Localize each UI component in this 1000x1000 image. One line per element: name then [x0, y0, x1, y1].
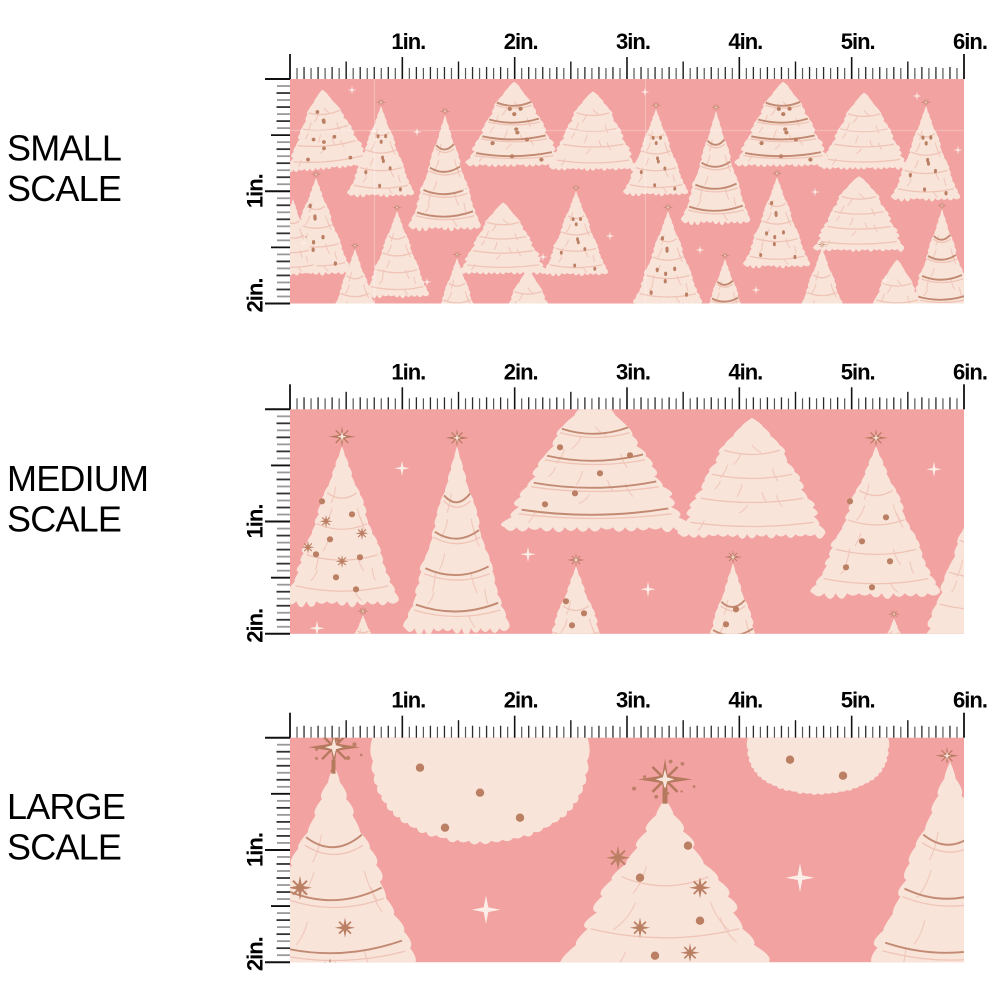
svg-text:6in.: 6in. [953, 29, 987, 54]
svg-text:5in.: 5in. [841, 688, 875, 713]
svg-text:3in.: 3in. [616, 29, 650, 54]
svg-text:LARGE: LARGE [7, 786, 125, 827]
svg-text:1in.: 1in. [391, 688, 425, 713]
svg-text:1in.: 1in. [391, 359, 425, 384]
svg-text:2in.: 2in. [243, 609, 268, 643]
svg-text:5in.: 5in. [841, 29, 875, 54]
svg-text:2in.: 2in. [504, 359, 538, 384]
svg-text:SCALE: SCALE [7, 827, 121, 868]
svg-text:2in.: 2in. [504, 688, 538, 713]
svg-text:1in.: 1in. [243, 833, 268, 867]
svg-text:MEDIUM: MEDIUM [7, 458, 148, 499]
svg-text:SMALL: SMALL [7, 128, 121, 169]
svg-text:5in.: 5in. [841, 359, 875, 384]
svg-text:2in.: 2in. [243, 279, 268, 313]
svg-text:SCALE: SCALE [7, 498, 121, 539]
svg-text:4in.: 4in. [728, 359, 762, 384]
svg-text:1in.: 1in. [243, 505, 268, 539]
svg-text:4in.: 4in. [728, 688, 762, 713]
svg-text:SCALE: SCALE [7, 168, 121, 209]
svg-text:3in.: 3in. [616, 359, 650, 384]
svg-text:1in.: 1in. [391, 29, 425, 54]
svg-text:4in.: 4in. [728, 29, 762, 54]
svg-text:3in.: 3in. [616, 688, 650, 713]
svg-text:6in.: 6in. [953, 688, 987, 713]
svg-text:6in.: 6in. [953, 359, 987, 384]
svg-text:1in.: 1in. [243, 174, 268, 208]
svg-text:2in.: 2in. [243, 937, 268, 971]
svg-text:2in.: 2in. [504, 29, 538, 54]
